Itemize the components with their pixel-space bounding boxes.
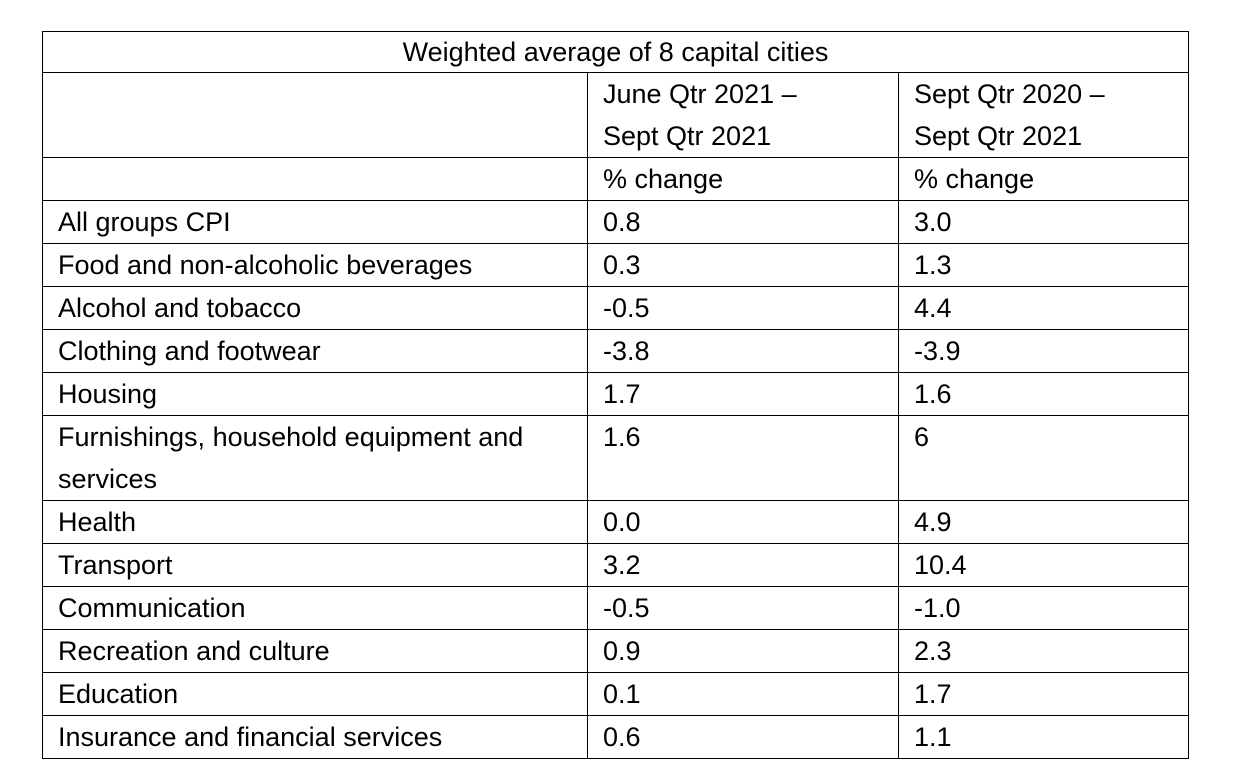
- unit-label: % change: [587, 157, 899, 201]
- row-label: Transport: [42, 543, 588, 587]
- table-row: Recreation and culture 0.9 2.3: [42, 629, 1190, 673]
- period-start: Sept Qtr 2020 –: [914, 79, 1105, 109]
- annual-change: 10.4: [897, 543, 1190, 587]
- quarterly-change: 3.2: [587, 543, 899, 587]
- quarterly-change: 0.0: [587, 500, 899, 544]
- table-row: Housing 1.7 1.6: [42, 372, 1190, 416]
- quarterly-change: 1.7: [587, 372, 899, 416]
- cpi-table: Weighted average of 8 capital cities Jun…: [41, 31, 1190, 759]
- row-label: Recreation and culture: [42, 629, 588, 673]
- quarterly-change: -3.8: [587, 329, 899, 373]
- annual-change: 1.6: [897, 372, 1190, 416]
- row-label: Education: [42, 672, 588, 716]
- annual-change: 1.7: [897, 672, 1190, 716]
- annual-change: 1.1: [897, 715, 1190, 759]
- annual-change: 2.3: [897, 629, 1190, 673]
- row-label: Clothing and footwear: [42, 329, 588, 373]
- title-row: Weighted average of 8 capital cities: [41, 31, 1190, 73]
- quarterly-change: -0.5: [587, 586, 899, 630]
- annual-change: 3.0: [897, 200, 1190, 244]
- quarterly-change: 0.3: [587, 243, 899, 287]
- annual-change: 6: [897, 415, 1190, 501]
- column-header-quarterly: June Qtr 2021 – Sept Qtr 2021: [587, 72, 899, 158]
- table-row: Alcohol and tobacco -0.5 4.4: [42, 286, 1190, 330]
- unit-label: % change: [897, 157, 1190, 201]
- row-label: Health: [42, 500, 588, 544]
- annual-change: -1.0: [897, 586, 1190, 630]
- row-label: Food and non-alcoholic beverages: [42, 243, 588, 287]
- period-end: Sept Qtr 2021: [914, 121, 1083, 151]
- annual-change: 1.3: [897, 243, 1190, 287]
- table-title: Weighted average of 8 capital cities: [41, 31, 1190, 73]
- empty-header-cell: [42, 157, 588, 201]
- quarterly-change: -0.5: [587, 286, 899, 330]
- table-row: Insurance and financial services 0.6 1.1: [42, 715, 1190, 759]
- table-row: Clothing and footwear -3.8 -3.9: [42, 329, 1190, 373]
- table-row: All groups CPI 0.8 3.0: [42, 200, 1190, 244]
- column-header-annual: Sept Qtr 2020 – Sept Qtr 2021: [897, 72, 1190, 158]
- row-label: Furnishings, household equipment and ser…: [42, 415, 588, 501]
- quarterly-change: 0.9: [587, 629, 899, 673]
- period-start: June Qtr 2021 –: [603, 79, 797, 109]
- row-label: Insurance and financial services: [42, 715, 588, 759]
- table-row: Transport 3.2 10.4: [42, 543, 1190, 587]
- annual-change: 4.9: [897, 500, 1190, 544]
- table-row: Education 0.1 1.7: [42, 672, 1190, 716]
- period-end: Sept Qtr 2021: [603, 121, 772, 151]
- row-label: All groups CPI: [42, 200, 588, 244]
- table-row: Food and non-alcoholic beverages 0.3 1.3: [42, 243, 1190, 287]
- table-row: Furnishings, household equipment and ser…: [42, 415, 1190, 501]
- table-row: Communication -0.5 -1.0: [42, 586, 1190, 630]
- quarterly-change: 0.1: [587, 672, 899, 716]
- period-header-row: June Qtr 2021 – Sept Qtr 2021 Sept Qtr 2…: [42, 72, 1190, 158]
- table-row: Health 0.0 4.9: [42, 500, 1190, 544]
- unit-header-row: % change % change: [42, 157, 1190, 201]
- annual-change: -3.9: [897, 329, 1190, 373]
- empty-header-cell: [42, 72, 588, 158]
- quarterly-change: 0.8: [587, 200, 899, 244]
- row-label: Communication: [42, 586, 588, 630]
- quarterly-change: 0.6: [587, 715, 899, 759]
- row-label: Alcohol and tobacco: [42, 286, 588, 330]
- quarterly-change: 1.6: [587, 415, 899, 501]
- annual-change: 4.4: [897, 286, 1190, 330]
- row-label: Housing: [42, 372, 588, 416]
